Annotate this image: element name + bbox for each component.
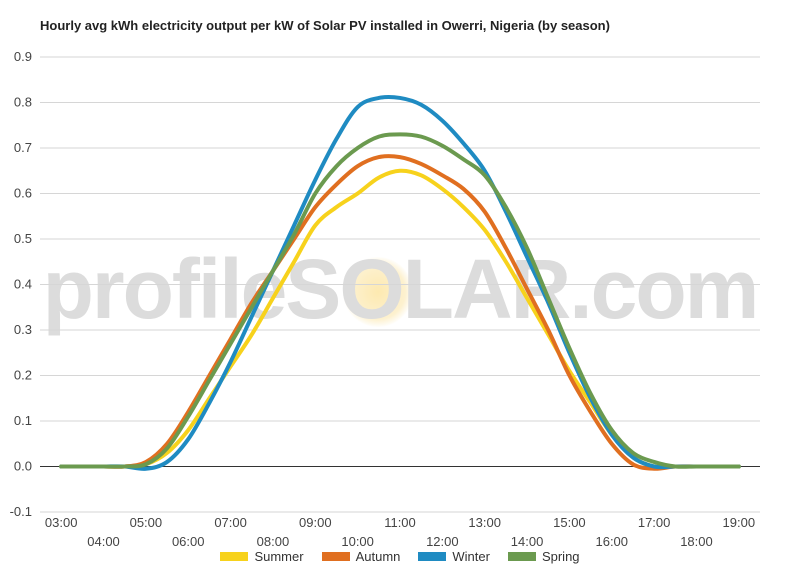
x-tick-label: 15:00 <box>553 515 586 530</box>
legend-item-summer[interactable]: Summer <box>220 549 304 564</box>
legend-swatch <box>220 552 249 561</box>
y-tick-label: 0.0 <box>14 459 32 474</box>
series-line-winter <box>59 94 741 471</box>
x-tick-label: 14:00 <box>511 534 544 549</box>
legend-item-autumn[interactable]: Autumn <box>321 549 401 564</box>
grid-layer <box>40 56 760 513</box>
x-tick-label: 10:00 <box>341 534 374 549</box>
x-tick-label: 05:00 <box>130 515 163 530</box>
y-tick-label: 0.7 <box>14 140 32 155</box>
x-tick-label: 03:00 <box>45 515 78 530</box>
x-tick-label: 18:00 <box>680 534 713 549</box>
series-line-spring <box>59 132 741 469</box>
x-tick-label: 11:00 <box>384 515 416 530</box>
x-tick-label: 09:00 <box>299 515 332 530</box>
x-tick-label: 19:00 <box>723 515 756 530</box>
chart-title: Hourly avg kWh electricity output per kW… <box>40 18 610 33</box>
legend-label: Spring <box>541 549 580 564</box>
y-tick-label: 0.4 <box>14 277 32 292</box>
legend-swatch <box>418 552 447 561</box>
x-tick-label: 13:00 <box>468 515 501 530</box>
x-tick-label: 06:00 <box>172 534 205 549</box>
x-tick-label: 17:00 <box>638 515 671 530</box>
y-tick-label: 0.6 <box>14 186 32 201</box>
legend-item-spring[interactable]: Spring <box>507 549 580 564</box>
legend: Summer Autumn Winter Spring <box>0 549 800 564</box>
y-tick-label: 0.1 <box>14 413 32 428</box>
series-layer <box>59 94 741 471</box>
y-tick-label: 0.8 <box>14 95 32 110</box>
legend-swatch <box>507 552 536 561</box>
legend-label: Autumn <box>355 549 401 564</box>
legend-label: Summer <box>254 549 304 564</box>
y-tick-label: -0.1 <box>10 504 32 519</box>
series-line-summer <box>59 168 741 470</box>
x-tick-label: 16:00 <box>595 534 628 549</box>
x-tick-label: 04:00 <box>87 534 120 549</box>
y-tick-label: 0.2 <box>14 368 32 383</box>
legend-item-winter[interactable]: Winter <box>418 549 490 564</box>
y-tick-label: 0.5 <box>14 231 32 246</box>
y-tick-label: 0.9 <box>14 49 32 64</box>
x-tick-label: 08:00 <box>257 534 290 549</box>
legend-swatch <box>321 552 350 561</box>
series-line-autumn <box>59 154 741 471</box>
legend-label: Winter <box>452 549 490 564</box>
x-tick-label: 12:00 <box>426 534 459 549</box>
x-tick-label: 07:00 <box>214 515 247 530</box>
y-tick-label: 0.3 <box>14 322 32 337</box>
axis-labels: 0.9 0.8 0.7 0.6 0.5 0.4 0.3 0.2 0.1 0.0 -0.1 03:00 0… <box>10 49 756 549</box>
